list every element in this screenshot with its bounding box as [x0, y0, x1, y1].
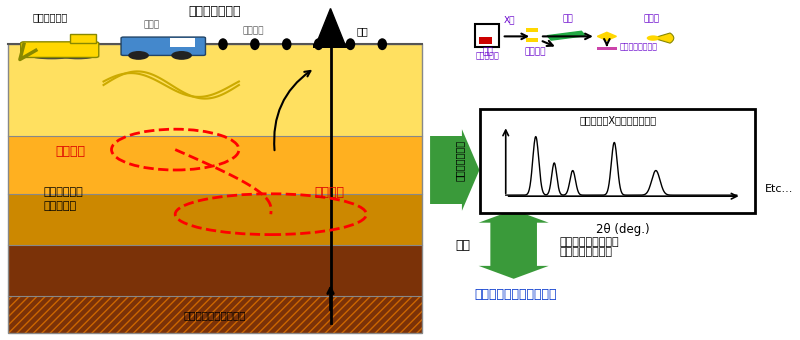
Polygon shape — [316, 8, 345, 44]
Bar — [8, 296, 422, 333]
Text: 起震車: 起震車 — [143, 20, 159, 29]
Bar — [480, 109, 755, 212]
Text: 試料: 試料 — [562, 15, 574, 24]
Circle shape — [171, 51, 192, 60]
Ellipse shape — [32, 54, 72, 59]
Bar — [598, 47, 618, 50]
FancyArrow shape — [478, 222, 549, 279]
Text: 地表: 地表 — [357, 26, 368, 36]
Ellipse shape — [62, 54, 94, 59]
Bar — [479, 37, 492, 44]
Text: 管球: 管球 — [483, 48, 494, 56]
Bar — [8, 194, 422, 245]
Text: 2θ (deg.): 2θ (deg.) — [596, 223, 650, 236]
Ellipse shape — [218, 38, 228, 50]
Text: エックス線強度: エックス線強度 — [454, 140, 465, 181]
Bar — [313, 44, 348, 48]
Bar — [475, 24, 499, 47]
Text: 結晶方位の解析等: 結晶方位の解析等 — [560, 247, 613, 257]
Polygon shape — [547, 31, 586, 40]
Bar — [526, 28, 538, 32]
Text: ボーリング調査: ボーリング調査 — [189, 5, 242, 18]
Text: モノクロメーター: モノクロメーター — [620, 43, 658, 52]
Polygon shape — [598, 32, 617, 40]
Circle shape — [128, 51, 149, 60]
Text: 検出器: 検出器 — [643, 15, 659, 24]
Ellipse shape — [250, 38, 260, 50]
Text: トレンチ調査: トレンチ調査 — [33, 12, 68, 22]
FancyBboxPatch shape — [21, 42, 98, 57]
FancyArrow shape — [478, 210, 549, 267]
Text: 結晶化度、相転移、: 結晶化度、相転移、 — [560, 237, 619, 247]
Bar — [70, 34, 95, 43]
Bar — [8, 44, 422, 136]
Text: 変位・変形: 変位・変形 — [44, 201, 77, 211]
Ellipse shape — [378, 38, 387, 50]
Text: 比較: 比較 — [455, 239, 470, 252]
Text: Etc...: Etc... — [765, 184, 793, 194]
Text: 対象試料のX線回折パターン: 対象試料のX線回折パターン — [579, 115, 656, 125]
Text: X線: X線 — [504, 16, 515, 25]
Text: （発生源）: （発生源） — [475, 51, 499, 60]
Bar — [170, 38, 195, 47]
Bar — [8, 296, 422, 333]
Circle shape — [646, 35, 659, 41]
Bar — [526, 38, 538, 42]
Ellipse shape — [346, 38, 355, 50]
Bar — [8, 245, 422, 296]
FancyBboxPatch shape — [121, 37, 206, 55]
Text: センサー: センサー — [242, 27, 264, 36]
Ellipse shape — [282, 38, 291, 50]
Text: 試料採取: 試料採取 — [56, 145, 86, 158]
Wedge shape — [653, 33, 674, 43]
Bar — [8, 44, 422, 333]
Text: 試料採取: 試料採取 — [314, 186, 345, 199]
FancyArrow shape — [430, 129, 479, 211]
Text: スリット: スリット — [525, 48, 546, 56]
Text: 既知の鉱物の分析データ: 既知の鉱物の分析データ — [475, 288, 558, 301]
Bar — [8, 136, 422, 194]
Ellipse shape — [186, 38, 196, 50]
Text: 深部への連続性の有無: 深部への連続性の有無 — [184, 310, 246, 321]
Text: 成因が不明な: 成因が不明な — [44, 187, 83, 197]
Ellipse shape — [314, 38, 323, 50]
